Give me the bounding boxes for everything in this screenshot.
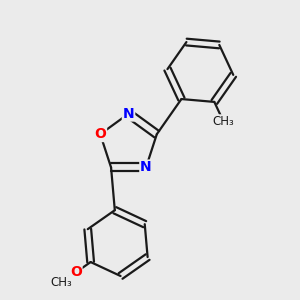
- Text: CH₃: CH₃: [212, 115, 234, 128]
- Text: CH₃: CH₃: [50, 276, 72, 290]
- Text: N: N: [123, 107, 134, 121]
- Text: O: O: [94, 127, 106, 141]
- Text: O: O: [70, 266, 82, 280]
- Text: N: N: [140, 160, 152, 174]
